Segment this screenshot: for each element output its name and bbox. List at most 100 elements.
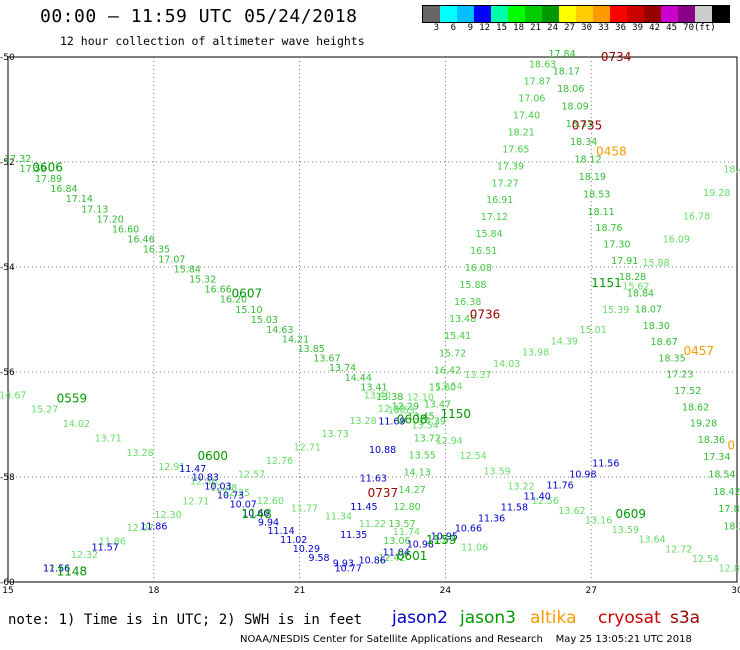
wave-height-value: 17.07 [158, 255, 185, 266]
color-swatch [712, 6, 729, 22]
wave-height-value: 18.09 [561, 102, 588, 113]
wave-height-value: 16.66 [205, 285, 232, 296]
wave-height-value: 13.74 [329, 363, 356, 374]
page-title: 00:00 – 11:59 UTC 05/24/2018 [40, 6, 358, 27]
wave-height-value: 15.88 [459, 280, 486, 291]
wave-height-value: 18.07 [635, 305, 662, 316]
wave-height-value: 17.91 [611, 256, 638, 267]
wave-height-value: 13.48 [449, 314, 476, 325]
color-swatch [627, 6, 644, 22]
wave-height-value: 14.63 [266, 325, 293, 336]
wave-height-value: 16.60 [112, 224, 139, 235]
wave-height-value: 11.34 [325, 511, 352, 522]
wave-height-value: 18.11 [588, 207, 615, 218]
wave-height-value: 11.86 [99, 537, 126, 548]
wave-height-value: 14.27 [399, 485, 426, 496]
wave-height-value: 11.69 [378, 417, 405, 428]
wave-height-value: 17.27 [492, 178, 519, 189]
wave-height-value: 16.20 [220, 295, 247, 306]
wave-height-value: 16.08 [465, 263, 492, 274]
wave-height-value: 9.94 [258, 517, 279, 528]
wave-height-value: 19.28 [690, 419, 717, 430]
wave-height-value: 12.66 [43, 564, 70, 575]
color-scale-label: 36 [615, 23, 626, 33]
wave-height-value: 15.27 [31, 405, 58, 416]
pass-time-label: 1151 [591, 276, 622, 290]
color-scale-bar [422, 5, 730, 23]
wave-height-value: 12.60 [257, 496, 284, 507]
wave-height-value: 18.34 [570, 137, 597, 148]
wave-height-value: 17.65 [502, 144, 529, 155]
wave-height-value: 9.93 [333, 558, 354, 569]
wave-height-value: 12.56 [532, 496, 559, 507]
wave-height-value: 12.94 [436, 436, 463, 447]
wave-height-value: 13.16 [585, 515, 612, 526]
wave-height-value: 13.59 [612, 525, 639, 536]
pass-time-label: 1159 [426, 533, 457, 547]
wave-height-value: 11.86 [140, 522, 167, 533]
wave-height-value: 17.84 [548, 49, 575, 60]
wave-height-value: 17.85 [718, 504, 740, 515]
wave-height-value: 16.38 [454, 297, 481, 308]
wave-height-value: 14.21 [282, 334, 309, 345]
color-swatch [610, 6, 627, 22]
wave-height-value: 14.67 [0, 390, 26, 401]
wave-height-value: 17.14 [66, 194, 93, 205]
pass-time-label: 0607 [232, 286, 263, 300]
color-scale-label: 9 [467, 23, 473, 33]
color-scale-label: 21 [530, 23, 541, 33]
color-swatch [593, 6, 610, 22]
wave-height-value: 17.32 [4, 154, 31, 165]
wave-height-value: 12.48 [210, 483, 237, 494]
wave-height-value: 18.35 [658, 353, 685, 364]
wave-height-value: 13.45 [407, 411, 434, 422]
wave-height-value: 13.53 [388, 405, 415, 416]
pass-time-label: 0600 [198, 449, 229, 463]
color-scale-label: 30 [581, 23, 592, 33]
pass-time-label: 0457 [684, 344, 715, 358]
pass-time-label: 0606 [32, 160, 63, 174]
color-scale-label: 3 [433, 23, 439, 33]
wave-height-value: 10.66 [455, 524, 482, 535]
color-swatch [508, 6, 525, 22]
wave-height-value: 18.33 [566, 119, 593, 130]
color-scale-label: 70 [683, 23, 694, 33]
wave-height-value: 16.46 [127, 234, 154, 245]
wave-height-value: 12.71 [294, 443, 321, 454]
color-scale-label: (ft) [694, 23, 716, 33]
wave-height-value: 13.64 [638, 535, 665, 546]
wave-height-value: 18.28 [619, 272, 646, 283]
wave-height-value: 11.35 [340, 530, 367, 541]
wave-height-value: 19.28 [703, 188, 730, 199]
latitude-label: -52 [0, 158, 15, 168]
wave-height-value: 13.06 [383, 536, 410, 547]
wave-height-value: 12.32 [71, 550, 98, 561]
wave-height-value: 13.59 [483, 466, 510, 477]
latitude-label: -58 [0, 473, 15, 483]
wave-height-value: 11.27 [427, 535, 454, 546]
wave-height-value: 13.55 [409, 451, 436, 462]
wave-height-value: 18.19 [579, 172, 606, 183]
pass-time-label: 0458 [596, 145, 627, 159]
color-scale-label: 33 [598, 23, 609, 33]
wave-height-value: 18.84 [627, 288, 654, 299]
pass-time-label: 0734 [601, 50, 632, 64]
wave-height-value: 18.40 [723, 165, 740, 176]
wave-height-value: 11.47 [179, 464, 206, 475]
wave-height-value: 18.76 [595, 223, 622, 234]
color-scale-label: 45 [666, 23, 677, 33]
wave-height-value: 17.39 [497, 161, 524, 172]
wave-height-value: 10.98 [569, 469, 596, 480]
wave-height-value: 12.91 [158, 462, 185, 473]
wave-height-value: 12.71 [182, 496, 209, 507]
wave-height-value: 18.67 [651, 337, 678, 348]
wave-height-value: 12.80 [393, 502, 420, 513]
wave-height-value: 13.71 [95, 433, 122, 444]
wave-height-value: 18.12 [574, 154, 601, 165]
wave-height-value: 13.62 [558, 506, 585, 517]
wave-height-value: 15.10 [235, 305, 262, 316]
wave-height-value: 11.02 [280, 535, 307, 546]
wave-height-value: 14.39 [551, 336, 578, 347]
wave-height-value: 12.07 [127, 523, 154, 534]
wave-height-value: 17.89 [35, 174, 62, 185]
